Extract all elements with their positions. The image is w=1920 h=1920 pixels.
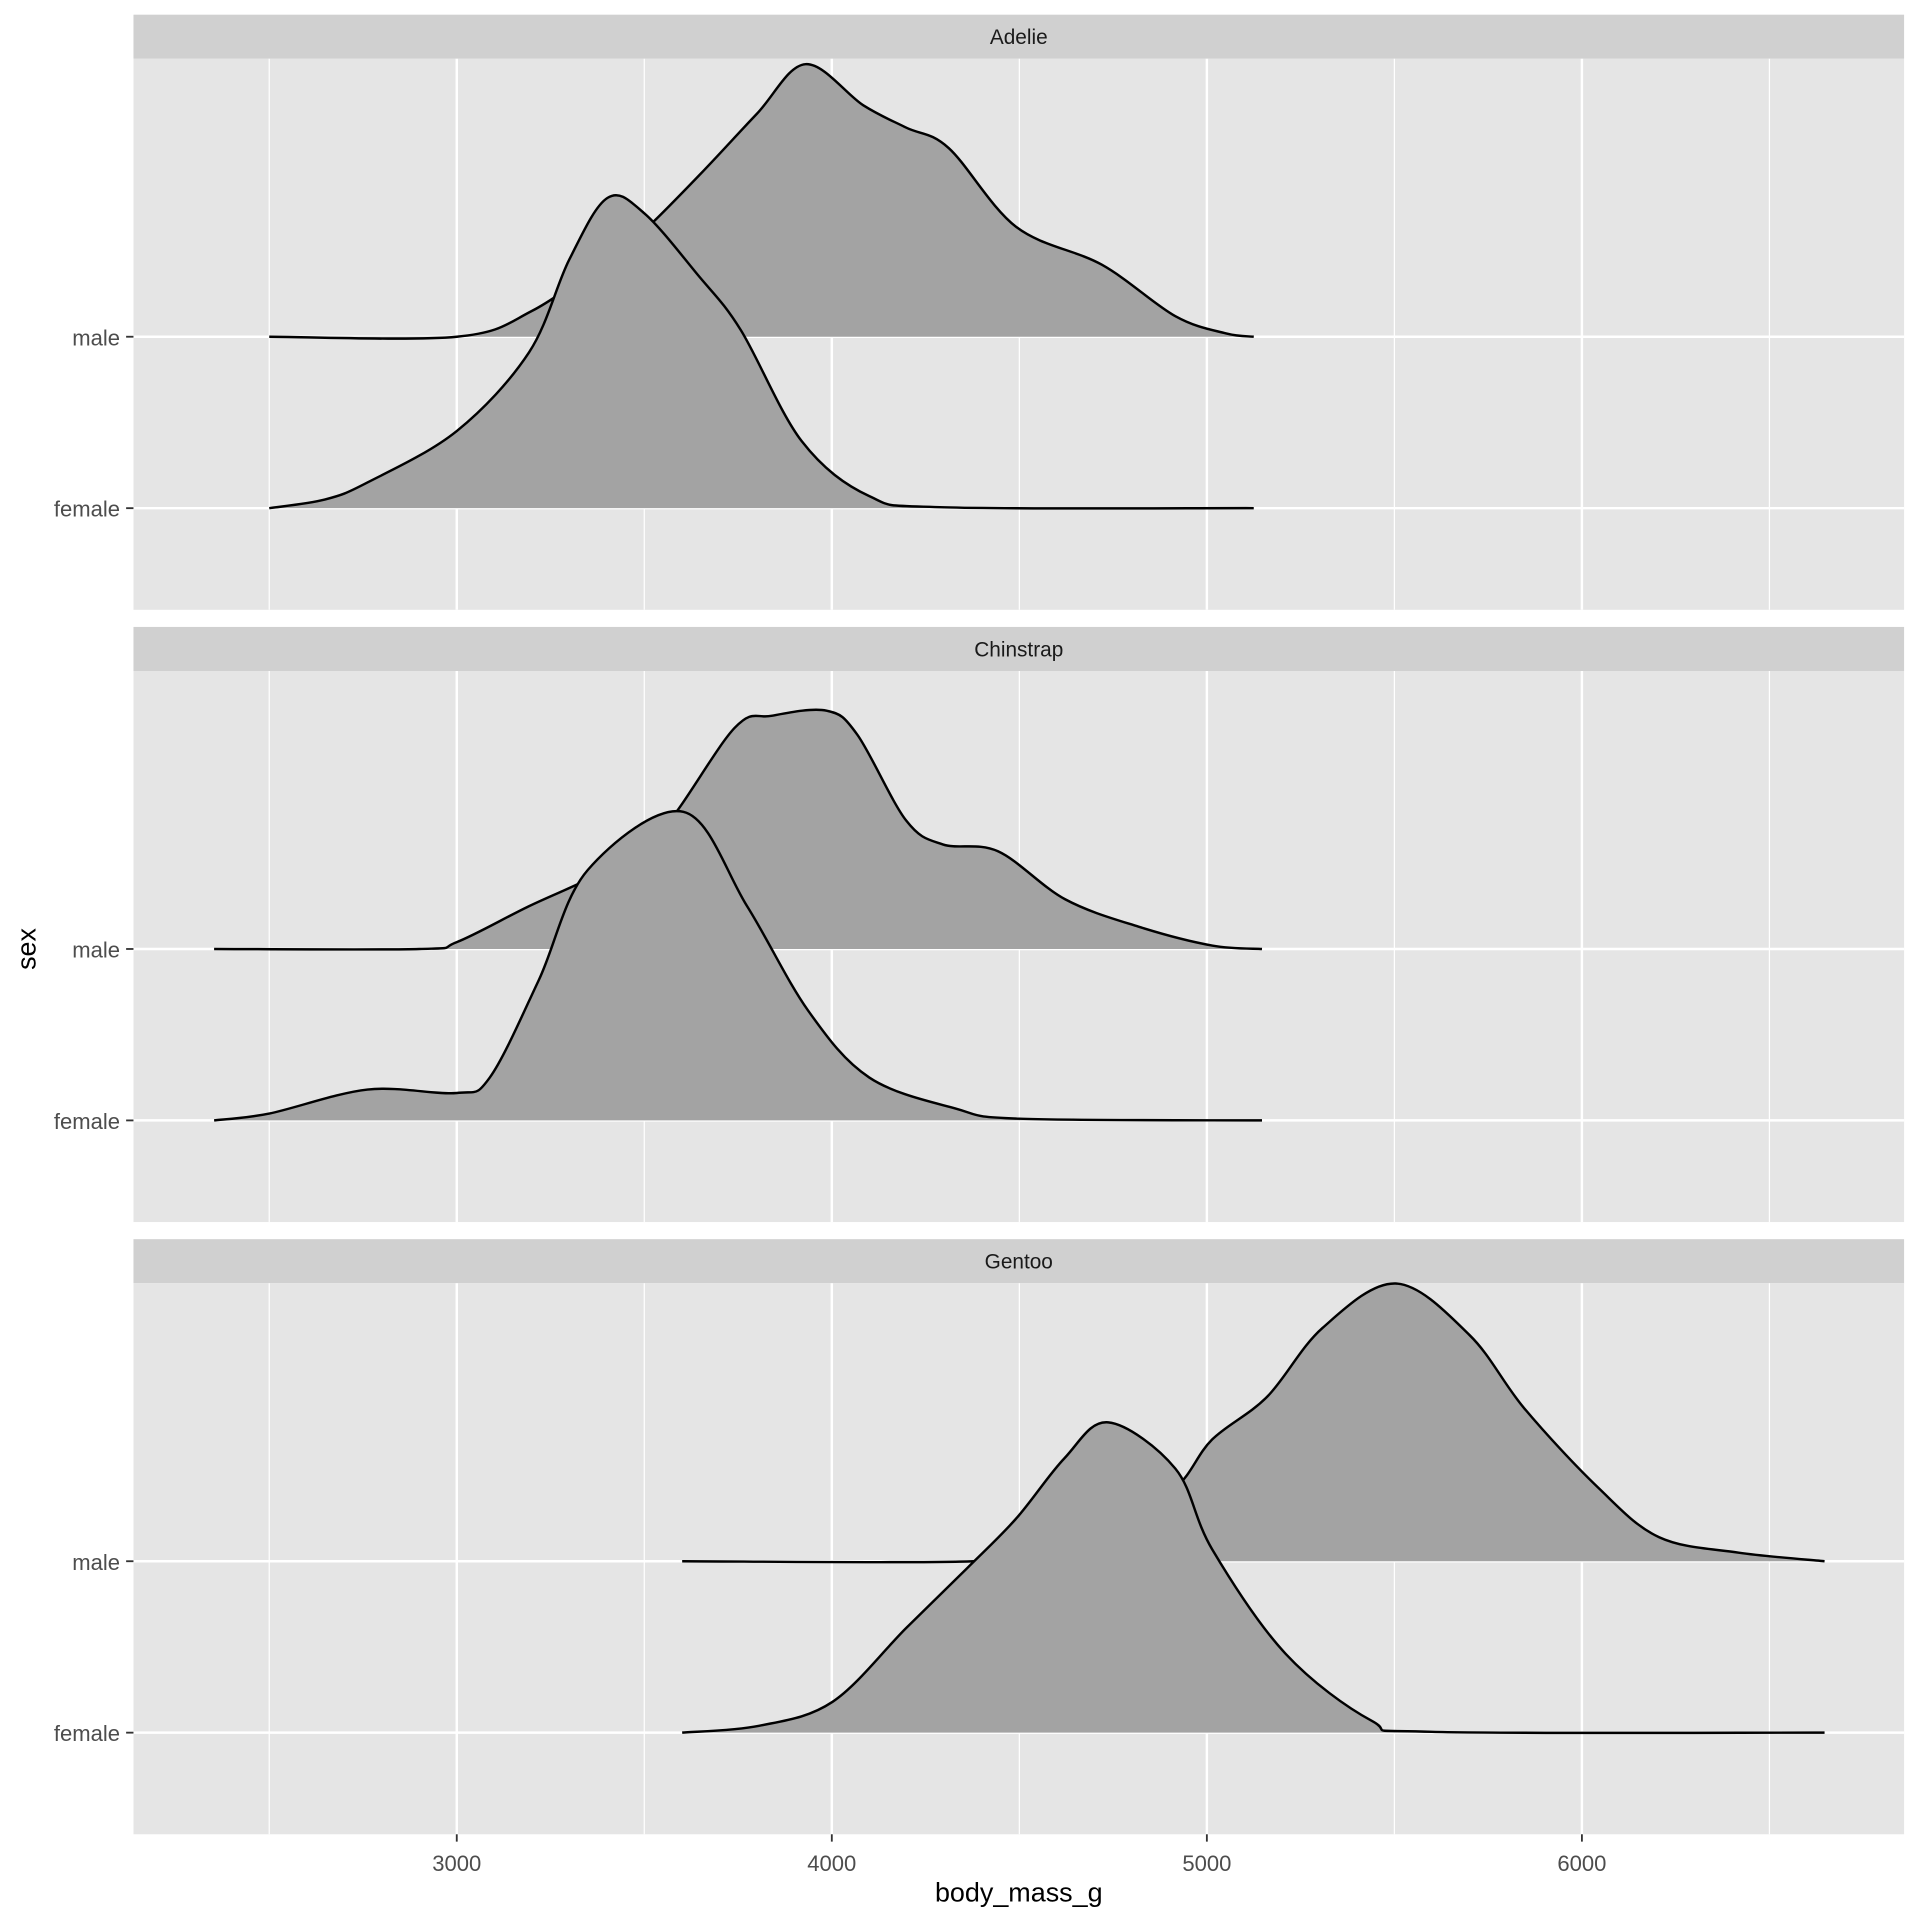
y-axis-title: sex	[12, 927, 42, 969]
ridge-fill-male	[214, 709, 1262, 950]
x-tick-label: 3000	[432, 1851, 481, 1876]
facet-label: Adelie	[990, 26, 1048, 49]
y-tick-label: male	[72, 1550, 120, 1575]
ridge-fill-female	[269, 195, 1254, 509]
y-tick-label: female	[54, 1721, 120, 1746]
facet-label: Chinstrap	[974, 638, 1063, 661]
ridge-line-female	[682, 1421, 1825, 1735]
x-tick-label: 5000	[1182, 1851, 1231, 1876]
y-tick-label: male	[72, 325, 120, 350]
ridge-fill-female	[214, 811, 1262, 1121]
ridge-fill-male	[682, 1283, 1825, 1563]
facet-label: Gentoo	[985, 1251, 1053, 1274]
ridge-line-male	[269, 62, 1254, 340]
facet-strip	[133, 626, 1905, 672]
ridge-line-male	[214, 708, 1263, 951]
x-axis-title: body_mass_g	[935, 1878, 1103, 1908]
y-tick-label: female	[54, 497, 120, 522]
facet-chinstrap: Chinstrap female male	[54, 626, 1905, 1223]
facet-strip	[133, 1239, 1905, 1284]
ridge-fill-female	[682, 1422, 1825, 1733]
facet-adelie: Adelie female male	[54, 14, 1905, 610]
ridge-line-female	[269, 194, 1254, 510]
y-tick-label: male	[72, 938, 120, 963]
facet-gentoo: Gentoo female male 3000 4000 5000 6000	[54, 1239, 1905, 1876]
ridge-fill-male	[269, 64, 1254, 339]
facet-strip	[133, 14, 1905, 59]
ridge-line-female	[213, 809, 1263, 1122]
x-tick-label: 6000	[1557, 1851, 1606, 1876]
y-tick-label: female	[54, 1109, 120, 1134]
x-tick-label: 4000	[807, 1851, 856, 1876]
